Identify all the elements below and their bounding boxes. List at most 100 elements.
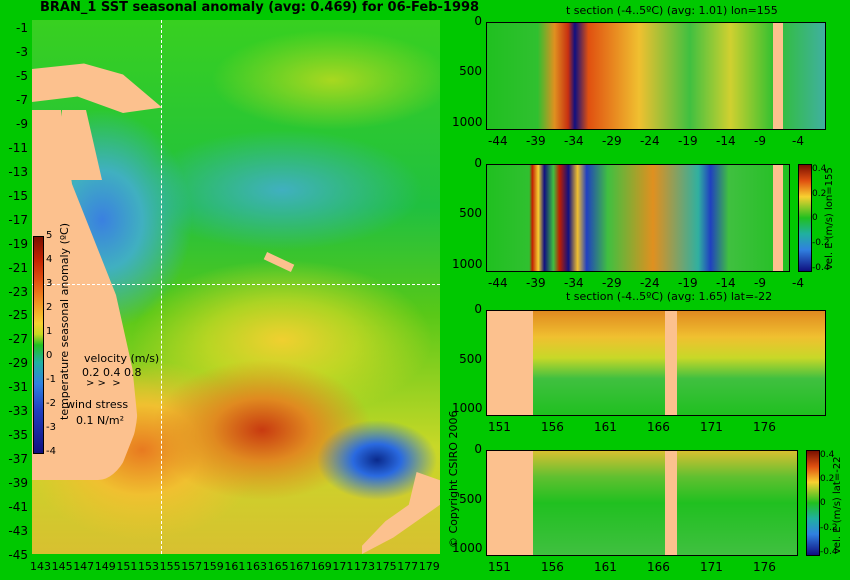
depth-tick: 500 (459, 491, 482, 506)
new-guinea-land (32, 63, 162, 113)
lon-tick-label: 167 (289, 560, 311, 573)
section-x-tick: -34 (564, 134, 584, 148)
velocity-colorbar-tick: 0.2 (812, 188, 827, 199)
section-title: t section (-4..5ºC) (avg: 1.65) lat=-22 (566, 290, 773, 303)
new-caledonia-land (263, 252, 295, 272)
lat-tick-label: -45 (8, 548, 28, 562)
colorbar-tick: 1 (46, 326, 53, 337)
lon-tick-label: 177 (397, 560, 419, 573)
lat-tick-label: -37 (8, 452, 28, 467)
colorbar-tick: 5 (46, 230, 53, 241)
velocity-colorbar-label: vel. E (m/s) lat=-22 (832, 456, 843, 554)
copyright-text: © Copyright CSIRO 2006 (447, 410, 460, 548)
section-x-tick: -29 (602, 276, 622, 290)
lat-tick-label: -43 (8, 524, 28, 539)
lon-tick-label: 147 (73, 560, 95, 573)
lat-crosshair (32, 284, 440, 285)
wind-stress-title: wind stress (66, 398, 129, 411)
section-x-tick: -19 (678, 134, 698, 148)
velocity-legend-title: velocity (m/s) (84, 352, 160, 365)
section-x-tick: -44 (488, 276, 508, 290)
depth-tick: 500 (459, 64, 482, 79)
velocity-colorbar-tick: -0.4 (812, 262, 830, 273)
colorbar-label: temperature seasonal anomaly (ºC) (58, 222, 71, 420)
depth-tick: 0 (474, 14, 482, 28)
section-x-tick: 176 (753, 560, 776, 574)
lat-tick-label: -29 (8, 356, 28, 371)
new-zealand-land (362, 472, 440, 554)
lon-tick-label: 169 (310, 560, 332, 573)
colorbar-tick: -2 (46, 398, 56, 409)
velocity-colorbar-tick: -0.4 (820, 546, 838, 557)
velocity-colorbar-tick: -0.2 (820, 522, 838, 533)
velocity-colorbar (806, 450, 820, 556)
colorbar-tick: 0 (46, 350, 53, 361)
lat-tick-label: -3 (16, 44, 28, 59)
section-x-tick: -9 (754, 276, 766, 290)
lat-tick-label: -17 (8, 212, 28, 227)
lon-tick-label: 153 (138, 560, 159, 573)
section-panel[interactable] (486, 450, 798, 556)
lat-tick-label: -11 (8, 140, 28, 155)
lon-tick-label: 157 (181, 560, 203, 573)
lon-tick-label: 165 (267, 560, 289, 573)
lon-tick-label: 151 (116, 560, 138, 573)
section-x-tick: 156 (541, 420, 564, 434)
velocity-colorbar-tick: 0 (812, 213, 818, 224)
lat-tick-label: -25 (8, 308, 28, 323)
lon-tick-label: 155 (159, 560, 181, 573)
velocity-colorbar-label: vel. E (m/s) lon=155 (824, 167, 835, 270)
section-land-mask (487, 311, 533, 415)
depth-tick: 500 (459, 206, 482, 221)
lat-tick-label: -5 (16, 68, 28, 83)
section-title: t section (-4..5ºC) (avg: 1.01) lon=155 (566, 4, 778, 17)
section-x-tick: 156 (541, 560, 564, 574)
colorbar-tick: 4 (46, 254, 53, 265)
depth-tick: 1000 (452, 541, 483, 556)
lon-tick-label: 149 (94, 560, 116, 573)
section-land-mask (665, 451, 677, 555)
lat-tick-label: -15 (8, 188, 28, 203)
lon-crosshair (161, 20, 162, 554)
main-title: BRAN_1 SST seasonal anomaly (avg: 0.469)… (40, 0, 480, 15)
lon-tick-label: 161 (224, 560, 246, 573)
section-x-tick: 161 (594, 420, 617, 434)
section-x-tick: -39 (526, 276, 546, 290)
section-panel[interactable] (486, 310, 826, 416)
colorbar-tick: -1 (46, 374, 56, 385)
velocity-colorbar-tick: 0.4 (820, 450, 835, 460)
section-x-tick: -14 (716, 134, 736, 148)
section-x-tick: 176 (753, 420, 776, 434)
depth-tick: 1000 (452, 401, 483, 416)
section-x-tick: -9 (754, 134, 766, 148)
lon-tick-label: 145 (51, 560, 73, 573)
lat-tick-label: -9 (16, 116, 28, 131)
section-x-tick: -24 (640, 134, 660, 148)
lat-tick-label: -13 (8, 164, 28, 179)
section-panel[interactable] (486, 164, 790, 272)
lat-tick-label: -41 (8, 500, 28, 515)
section-x-tick: -34 (564, 276, 584, 290)
section-land-mask (773, 165, 783, 271)
section-x-tick: 161 (594, 560, 617, 574)
velocity-colorbar-tick: 0.2 (820, 474, 835, 485)
lat-tick-label: -7 (16, 92, 28, 107)
section-x-tick: 151 (488, 560, 511, 574)
depth-tick: 500 (459, 351, 482, 366)
section-x-tick: -14 (716, 276, 736, 290)
section-x-tick: -19 (678, 276, 698, 290)
lat-tick-label: -35 (8, 428, 28, 443)
section-panel[interactable] (486, 22, 826, 130)
cape-york-land (62, 110, 102, 180)
depth-tick: 0 (474, 156, 482, 170)
lat-tick-label: -19 (8, 236, 28, 251)
wind-stress-value: 0.1 N/m² (76, 414, 125, 427)
section-x-tick: -4 (792, 276, 804, 290)
section-x-tick: -24 (640, 276, 660, 290)
depth-tick: 1000 (452, 114, 483, 129)
velocity-colorbar-tick: 0 (820, 498, 826, 509)
colorbar-tick: -4 (46, 446, 56, 457)
depth-tick: 1000 (452, 256, 483, 271)
sst-colorbar (33, 236, 44, 454)
sst-anomaly-map[interactable] (32, 20, 440, 554)
